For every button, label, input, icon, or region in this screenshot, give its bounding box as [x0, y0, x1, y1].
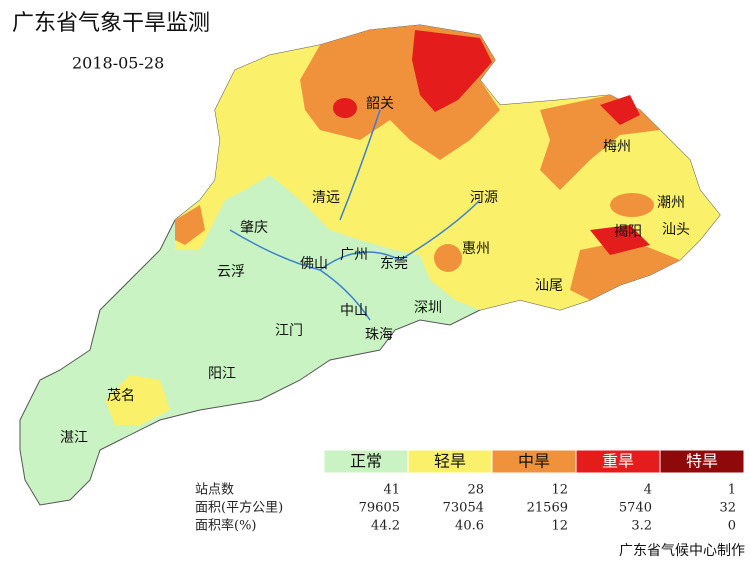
cell: 32	[719, 501, 736, 516]
legend-label: 正常	[350, 452, 382, 471]
city-label: 惠州	[462, 241, 490, 257]
city-label: 阳江	[208, 366, 236, 382]
city-label: 韶关	[366, 96, 394, 112]
province-map	[19, 24, 721, 506]
row-label: 面积率(%)	[195, 518, 257, 534]
legend-label: 中旱	[518, 452, 550, 471]
city-label: 东莞	[380, 256, 408, 272]
city-label: 江门	[275, 323, 303, 339]
severe-drought-area	[600, 95, 640, 125]
cell: 41	[383, 483, 400, 498]
cell: 28	[467, 483, 484, 498]
severe-drought-area	[333, 98, 357, 118]
city-label: 清远	[312, 190, 340, 206]
city-label: 肇庆	[240, 220, 268, 236]
city-label: 茂名	[107, 387, 135, 404]
city-label: 佛山	[300, 256, 328, 272]
footer: 广东省气候中心制作	[619, 543, 745, 559]
cell: 40.6	[455, 519, 484, 534]
city-label: 深圳	[414, 300, 442, 316]
river	[229, 109, 481, 321]
city-label: 揭阳	[614, 224, 642, 240]
row-label: 站点数	[195, 483, 234, 498]
moderate-drought-area	[175, 205, 205, 245]
cell: 21569	[527, 501, 568, 516]
severe-drought-area	[412, 30, 492, 112]
legend-label: 轻旱	[434, 452, 466, 471]
cell: 44.2	[371, 519, 400, 534]
city-label: 云浮	[217, 264, 245, 280]
light-drought-area	[105, 375, 170, 425]
cell: 12	[551, 483, 568, 498]
cell: 79605	[359, 501, 400, 516]
moderate-drought-area	[434, 244, 462, 272]
city-label: 梅州	[603, 139, 631, 155]
row-label: 面积(平方公里)	[195, 500, 283, 516]
legend: 正常 轻旱 中旱 重旱 特旱	[323, 449, 745, 474]
cell: 3.2	[631, 519, 652, 534]
stats-table: 站点数 41 28 12 4 1面积(平方公里) 79605 73054 21569 5740 32…	[195, 483, 736, 534]
city-label: 中山	[340, 303, 368, 319]
legend-swatch	[659, 449, 745, 474]
legend-label: 特旱	[686, 452, 718, 471]
legend-label: 重旱	[602, 452, 634, 471]
city-label: 河源	[470, 190, 498, 206]
cell: 73054	[443, 501, 484, 516]
cell: 4	[644, 483, 652, 498]
moderate-drought-area	[610, 193, 654, 217]
city-label: 珠海	[365, 327, 393, 343]
cell: 12	[551, 519, 568, 534]
city-labels: 韶关 梅州 清远 河源 潮州 肇庆 揭阳 汕头 广州 惠州 云浮 佛山 东莞 汕…	[60, 96, 690, 446]
city-label: 潮州	[657, 195, 685, 211]
moderate-drought-area	[570, 240, 680, 300]
city-label: 广州	[340, 247, 368, 263]
city-label: 湛江	[60, 430, 88, 446]
city-label: 汕尾	[535, 278, 563, 294]
date: 2018-05-28	[72, 54, 164, 73]
severe-drought-area	[590, 225, 650, 255]
cell: 5740	[619, 501, 652, 516]
cell: 0	[728, 519, 736, 534]
city-label: 汕头	[662, 222, 690, 238]
cell: 1	[728, 483, 736, 498]
title: 广东省气象干旱监测	[12, 11, 210, 36]
